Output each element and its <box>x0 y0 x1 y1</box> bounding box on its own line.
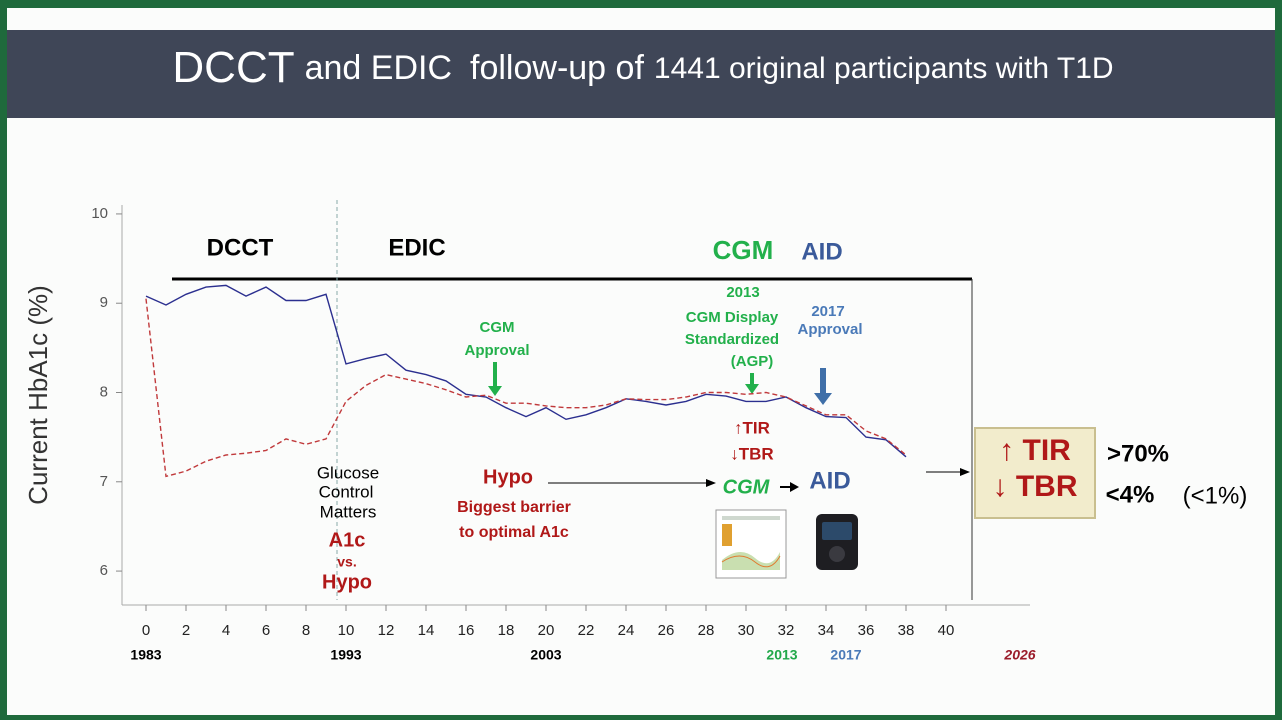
year-label: 2003 <box>530 647 561 663</box>
annotation: Hypo <box>483 466 533 488</box>
arrow-head <box>960 468 970 476</box>
annotation: Matters <box>320 502 377 521</box>
annotation: >70% <box>1107 440 1169 467</box>
arrow-head <box>814 393 832 405</box>
x-tick-label: 12 <box>378 622 395 639</box>
x-tick-label: 40 <box>938 622 955 639</box>
x-tick-label: 30 <box>738 622 755 639</box>
arrow-head <box>790 482 799 492</box>
arrow-head <box>488 386 502 396</box>
pump-button <box>829 546 845 562</box>
annotation: (AGP) <box>731 353 774 370</box>
annotation: AID <box>809 467 850 494</box>
slide-title: DCCT and EDIC follow-up of 1441 original pa… <box>172 43 1113 92</box>
annotation: EDIC <box>388 234 445 261</box>
annotation: Glucose <box>317 463 379 482</box>
year-label: 2013 <box>766 647 797 663</box>
x-tick-label: 2 <box>182 622 190 639</box>
y-axis-label: Current HbA1c (%) <box>23 285 53 505</box>
x-tick-label: 10 <box>338 622 355 639</box>
image-detail <box>722 524 732 546</box>
annotation: DCCT <box>207 234 274 261</box>
pump-image <box>816 514 858 570</box>
annotation: Control <box>319 482 374 501</box>
series-line <box>145 298 907 478</box>
x-tick-label: 26 <box>658 622 675 639</box>
image-detail <box>721 555 781 568</box>
x-tick-label: 20 <box>538 622 555 639</box>
y-tick-label: 6 <box>100 562 108 579</box>
target-box <box>974 427 1096 519</box>
annotation: CGM <box>480 319 515 336</box>
x-tick-label: 0 <box>142 622 150 639</box>
x-tick-label: 34 <box>818 622 835 639</box>
year-label: 1983 <box>130 647 161 663</box>
title-part: follow-up of <box>470 49 644 87</box>
title-part: and EDIC <box>305 49 452 87</box>
annotation: AID <box>801 238 842 265</box>
annotation: A1c <box>329 529 366 551</box>
x-tick-label: 38 <box>898 622 915 639</box>
annotation: CGM <box>713 235 774 265</box>
annotation: CGM Display <box>686 309 779 326</box>
y-tick-label: 8 <box>100 383 108 400</box>
slide-background <box>7 8 1275 715</box>
x-tick-label: 14 <box>418 622 435 639</box>
annotation: Hypo <box>322 571 372 593</box>
annotation: to optimal A1c <box>459 524 569 541</box>
pump-screen <box>822 522 852 540</box>
year-label: 1993 <box>330 647 361 663</box>
series-line <box>145 284 907 458</box>
x-tick-label: 22 <box>578 622 595 639</box>
y-tick-label: 7 <box>100 473 108 490</box>
annotation: <4% <box>1106 481 1155 508</box>
annotation: 2017 <box>811 303 844 320</box>
x-tick-label: 8 <box>302 622 310 639</box>
year-label: 2017 <box>830 647 861 663</box>
x-tick-label: 18 <box>498 622 515 639</box>
x-tick-label: 6 <box>262 622 270 639</box>
annotation: Standardized <box>685 331 779 348</box>
annotation: Approval <box>464 342 529 359</box>
x-tick-label: 24 <box>618 622 635 639</box>
annotation: CGM <box>723 476 771 498</box>
annotation: ↓ TBR <box>993 470 1078 503</box>
title-bar <box>7 30 1275 118</box>
annotation: Biggest barrier <box>457 499 571 516</box>
annotation: ↓TBR <box>730 444 773 463</box>
x-tick-label: 32 <box>778 622 795 639</box>
annotation: ↑TIR <box>734 418 770 437</box>
cgm-report-image <box>715 509 787 579</box>
arrow-head <box>706 479 716 487</box>
x-tick-label: 16 <box>458 622 475 639</box>
title-part: 1441 original participants with T1D <box>654 52 1114 85</box>
annotation: Approval <box>797 321 862 338</box>
y-tick-label: 10 <box>91 205 108 222</box>
arrow-head <box>745 384 759 394</box>
annotation: (<1%) <box>1183 482 1248 509</box>
annotation: 2013 <box>726 284 759 301</box>
x-tick-label: 28 <box>698 622 715 639</box>
year-label: 2026 <box>1003 647 1035 663</box>
x-tick-label: 36 <box>858 622 875 639</box>
x-tick-label: 4 <box>222 622 230 639</box>
image-detail <box>722 516 780 520</box>
annotation: ↑ TIR <box>999 434 1071 467</box>
annotation: vs. <box>337 554 356 570</box>
title-part: DCCT <box>172 43 294 92</box>
y-tick-label: 9 <box>100 294 108 311</box>
